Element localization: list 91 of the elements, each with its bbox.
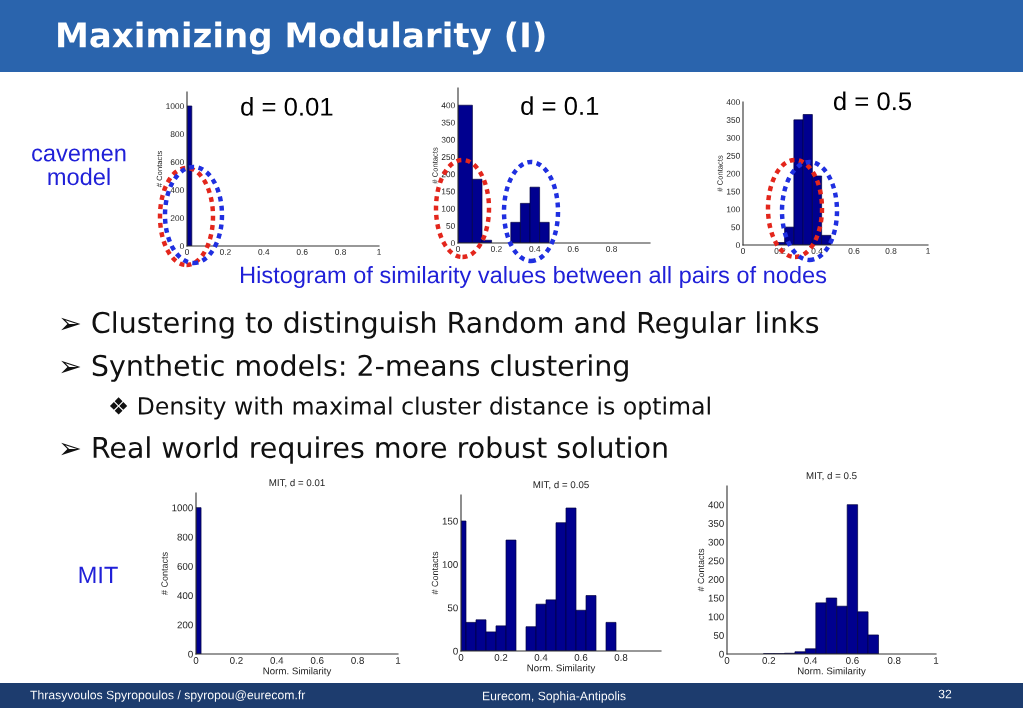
x-tick-label: 0.8 [887, 657, 901, 664]
chart-title: MIT, d = 0.5 [806, 472, 857, 481]
x-tick-label: 0.4 [534, 654, 548, 661]
x-tick-label: 0.4 [811, 248, 823, 254]
y-tick-label: 50 [446, 222, 455, 229]
x-tick-label: 0.6 [296, 249, 308, 255]
x-tick-label: 1 [926, 248, 930, 254]
x-tick-label: 0.2 [490, 246, 502, 252]
y-axis-title: # Contacts [431, 551, 439, 595]
text: cavemen model [32, 148, 126, 186]
chart-title: MIT, d = 0.05 [533, 481, 589, 490]
y-tick-label: 400 [170, 187, 184, 194]
x-tick-label: 0.8 [351, 657, 364, 664]
x-tick-label: 0.2 [494, 654, 508, 661]
x-tick-label: 0.6 [846, 657, 859, 664]
text: Histogram of similarity values between all pairs of nodes [241, 265, 827, 288]
text: MIT [79, 566, 118, 584]
y-tick-label: 250 [726, 152, 740, 159]
y-tick-label: 100 [708, 613, 724, 621]
x-tick-label: 1 [377, 249, 381, 255]
y-tick-label: 350 [441, 119, 455, 126]
y-tick-label: 800 [177, 533, 193, 541]
text: ➢ Synthetic models: 2-means clustering [61, 354, 628, 382]
x-tick-label: 0.6 [310, 657, 324, 664]
y-tick-label: 150 [726, 188, 740, 195]
x-tick-label: 0.4 [529, 246, 541, 252]
x-axis-title: Norm. Similarity [798, 667, 866, 677]
y-tick-label: 50 [447, 604, 458, 612]
y-tick-label: 100 [726, 206, 740, 213]
x-tick-label: 0.2 [762, 657, 776, 664]
y-tick-label: 600 [170, 159, 184, 166]
y-tick-label: 200 [170, 215, 184, 222]
text: 32 [938, 689, 952, 699]
y-tick-label: 200 [708, 576, 724, 583]
x-tick-label: 0.8 [885, 248, 897, 254]
text: Maximizing Modularity (I) [58, 21, 545, 55]
x-tick-label: 0.8 [614, 654, 628, 661]
y-tick-label: 100 [442, 561, 458, 568]
y-tick-label: 300 [708, 538, 724, 546]
y-tick-label: 150 [442, 517, 458, 525]
x-axis-title: Norm. Similarity [527, 664, 596, 674]
chart-title: d = 0.5 [833, 91, 912, 111]
y-axis-title: # Contacts [697, 548, 705, 592]
y-tick-label: 250 [441, 154, 455, 160]
x-tick-label: 0.4 [804, 657, 818, 664]
x-tick-label: 0.2 [219, 249, 231, 255]
chart-title: MIT, d = 0.01 [269, 479, 325, 488]
y-tick-label: 400 [441, 102, 455, 109]
y-tick-label: 400 [726, 99, 740, 106]
text: Thrasyvoulos Spyropoulos / spyropou@eurecom.fr [30, 690, 306, 702]
y-tick-label: 50 [713, 632, 724, 639]
text: ➢ Clustering to distinguish Random and Regular links [61, 311, 819, 339]
chart-title: d = 0.1 [521, 96, 599, 116]
y-tick-label: 300 [441, 136, 455, 143]
x-tick-label: 0.6 [574, 654, 588, 661]
x-tick-label: 0.8 [606, 246, 618, 252]
y-tick-label: 400 [177, 592, 193, 600]
x-tick-label: 0.6 [567, 246, 579, 252]
y-tick-label: 400 [708, 501, 724, 509]
y-tick-label: 200 [726, 170, 740, 177]
x-axis-title: Norm. Similarity [263, 667, 332, 677]
y-tick-label: 300 [726, 134, 740, 141]
text: Eurecom, Sophia-Antipolis [482, 691, 626, 703]
x-tick-label: 0.2 [230, 657, 243, 664]
y-tick-label: 200 [177, 621, 193, 629]
x-tick-label: 1 [934, 657, 939, 664]
x-tick-label: 0 [193, 657, 199, 664]
y-tick-label: 250 [708, 557, 724, 565]
y-axis-title: # Contacts [161, 552, 168, 596]
x-tick-label: 0 [741, 248, 745, 254]
y-tick-label: 50 [731, 224, 740, 231]
chart-title: d = 0.01 [241, 96, 333, 116]
x-tick-label: 0.8 [335, 249, 347, 255]
y-tick-label: 800 [170, 131, 184, 138]
y-tick-label: 1000 [166, 103, 184, 110]
x-tick-label: 0.4 [258, 249, 270, 255]
x-tick-label: 1 [396, 657, 401, 664]
y-tick-label: 0 [450, 240, 455, 247]
y-tick-label: 0 [453, 647, 458, 655]
y-tick-label: 150 [708, 594, 724, 602]
x-tick-label: 0 [458, 654, 464, 661]
x-tick-label: 0.4 [270, 657, 284, 664]
text: ❖ Density with maximal cluster distance is optimal [109, 396, 710, 420]
x-tick-label: 0.6 [848, 248, 860, 254]
y-tick-label: 350 [726, 117, 740, 123]
y-tick-label: 150 [441, 188, 455, 195]
y-tick-label: 100 [441, 205, 455, 212]
text: ➢ Real world requires more robust solution [61, 436, 667, 464]
y-tick-label: 600 [177, 562, 193, 570]
y-tick-label: 350 [708, 520, 724, 527]
y-tick-label: 1000 [172, 504, 193, 512]
